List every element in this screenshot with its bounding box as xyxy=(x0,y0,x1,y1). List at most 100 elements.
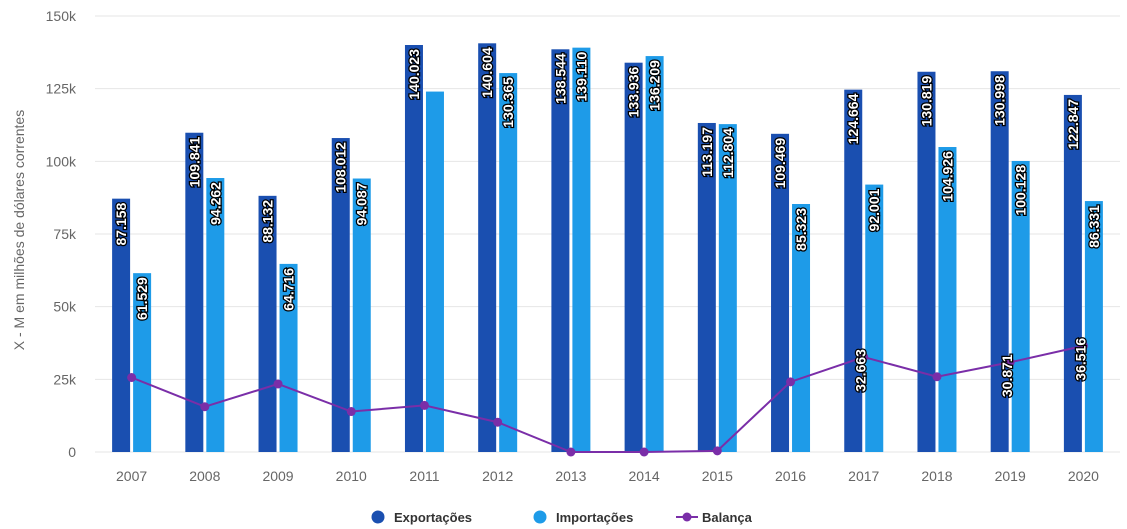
bar-importacoes xyxy=(352,178,371,452)
y-tick-label: 0 xyxy=(68,444,76,460)
legend-item[interactable]: Exportações xyxy=(371,510,473,525)
legend-label: Importações xyxy=(556,510,633,525)
x-axis-ticks: 2007 2008 2009 2010 2011 2012 2013 2014 2015 2016… xyxy=(116,468,1099,484)
bar-data-label: 108.012 xyxy=(333,142,349,193)
y-tick-label: 50k xyxy=(53,299,77,315)
x-tick-label: 2015 xyxy=(702,468,733,484)
bar-data-label: 136.209 xyxy=(647,60,663,111)
x-tick-label: 2016 xyxy=(775,468,806,484)
bar-importacoes xyxy=(279,263,298,452)
bar-data-label: 86.331 xyxy=(1086,205,1102,248)
balance-point xyxy=(932,372,942,382)
balance-point xyxy=(419,400,429,410)
legend-item[interactable]: Balança xyxy=(676,510,753,525)
balance-point xyxy=(346,407,356,417)
bar-data-label: 140.023 xyxy=(406,49,422,100)
bar-importacoes xyxy=(572,47,591,453)
bar-data-label: 94.087 xyxy=(354,182,370,225)
x-tick-label: 2019 xyxy=(995,468,1026,484)
balance-point xyxy=(127,373,137,383)
bar-data-label: 124.664 xyxy=(845,93,861,144)
bar-exportacoes xyxy=(990,71,1009,452)
bar-exportacoes xyxy=(185,132,204,452)
bar-data-label: 109.469 xyxy=(772,138,788,189)
balance-data-label: 36.516 xyxy=(1072,338,1088,381)
x-tick-label: 2013 xyxy=(555,468,586,484)
bar-data-label: 104.926 xyxy=(939,151,955,202)
x-tick-label: 2018 xyxy=(921,468,952,484)
bar-data-label: 122.847 xyxy=(1065,99,1081,150)
bar-data-label: 61.529 xyxy=(134,277,150,320)
bar-data-label: 85.323 xyxy=(793,208,809,251)
bar-importacoes xyxy=(1084,201,1103,452)
bar-data-label: 138.544 xyxy=(552,53,568,104)
x-tick-label: 2007 xyxy=(116,468,147,484)
balance-point xyxy=(273,379,283,389)
bar-data-label: 140.604 xyxy=(479,47,495,98)
bar-exportacoes xyxy=(478,43,497,453)
x-tick-label: 2008 xyxy=(189,468,220,484)
bar-importacoes xyxy=(206,178,225,452)
y-tick-label: 75k xyxy=(53,226,77,242)
x-tick-label: 2017 xyxy=(848,468,879,484)
balance-point xyxy=(200,402,210,412)
bar-exportacoes xyxy=(917,71,936,452)
bar-data-label: 113.197 xyxy=(699,127,715,177)
bar-importacoes xyxy=(865,184,884,453)
bar-importacoes xyxy=(425,91,444,452)
grid xyxy=(95,15,1120,453)
bar-exportacoes xyxy=(404,44,423,452)
balance-point xyxy=(712,446,722,456)
balance-data-label: 30.871 xyxy=(999,354,1015,397)
bar-importacoes xyxy=(645,56,664,452)
y-tick-label: 25k xyxy=(53,371,77,387)
bar-data-label: 112.804 xyxy=(720,128,736,178)
balance-point xyxy=(566,447,576,457)
bar-data-label: 133.936 xyxy=(626,66,642,117)
balance-data-label: 32.663 xyxy=(853,349,869,392)
bar-data-label: 92.001 xyxy=(866,188,882,231)
x-tick-label: 2014 xyxy=(629,468,660,484)
bar-importacoes xyxy=(792,203,811,452)
x-tick-label: 2012 xyxy=(482,468,513,484)
bar-data-label: 130.365 xyxy=(500,77,516,128)
legend-item[interactable]: Importações xyxy=(533,510,634,525)
x-tick-label: 2020 xyxy=(1068,468,1099,484)
balance-line-path xyxy=(131,344,1084,453)
bar-data-label: 130.998 xyxy=(992,75,1008,126)
bars xyxy=(112,43,1103,453)
bar-exportacoes xyxy=(331,138,350,453)
bar-data-label: 87.158 xyxy=(113,202,129,245)
legend-marker xyxy=(533,510,547,524)
bar-data-label: 139.110 xyxy=(573,51,589,101)
x-tick-label: 2009 xyxy=(262,468,293,484)
y-tick-label: 150k xyxy=(46,8,77,24)
y-axis-ticks: 0 25k 50k 75k 100k 125k 150k xyxy=(46,8,77,460)
balance-point xyxy=(786,377,796,387)
balance-point xyxy=(493,417,503,427)
bar-exportacoes xyxy=(112,198,131,452)
data-labels: 87.158 61.529 109.841 94.262 88.132 64.716 108… xyxy=(112,46,1103,398)
x-tick-label: 2011 xyxy=(409,468,439,484)
bar-exportacoes xyxy=(551,49,570,453)
legend-label: Exportações xyxy=(394,510,472,525)
y-tick-label: 125k xyxy=(46,81,77,97)
balance-point xyxy=(1005,357,1015,367)
balance-line xyxy=(127,341,1088,457)
y-tick-label: 100k xyxy=(46,153,77,169)
bar-exportacoes xyxy=(1063,94,1082,453)
y-axis-title: X - M em milhões de dólares correntes xyxy=(11,110,27,350)
bar-data-label: 100.128 xyxy=(1013,165,1029,216)
balance-point xyxy=(639,447,649,457)
legend-marker xyxy=(682,512,692,522)
bar-exportacoes xyxy=(771,133,790,452)
legend[interactable]: Exportações Importações Balança xyxy=(371,510,753,525)
balance-point xyxy=(859,352,869,362)
bar-data-label: 109.841 xyxy=(186,137,202,188)
legend-label: Balança xyxy=(702,510,753,525)
bar-data-label: 64.716 xyxy=(281,268,297,311)
legend-marker xyxy=(371,510,385,524)
bar-importacoes xyxy=(1011,160,1030,452)
bar-data-label: 88.132 xyxy=(260,200,276,243)
